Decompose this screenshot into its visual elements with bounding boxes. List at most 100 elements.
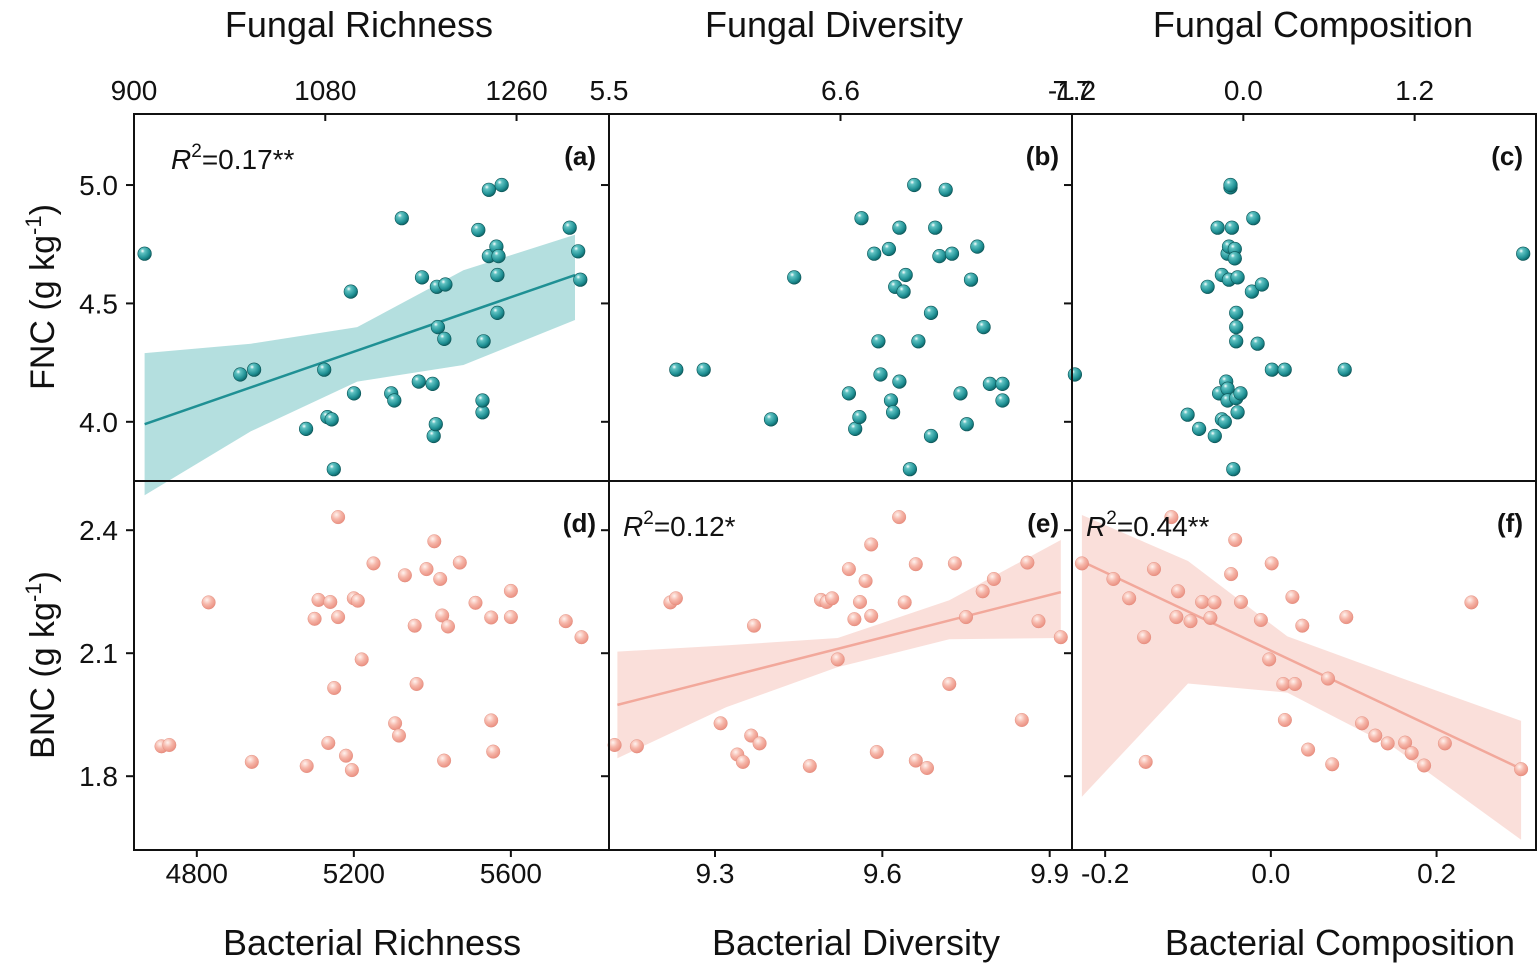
data-point (1191, 421, 1207, 437)
data-point (468, 595, 483, 610)
data-point (1339, 610, 1354, 625)
regression-line (617, 590, 1062, 707)
data-point (1146, 562, 1161, 577)
data-point (898, 267, 913, 283)
data-point (908, 557, 923, 572)
data-point (1224, 567, 1239, 582)
panel-frame (1071, 480, 1537, 851)
bottom-tick-label: 0.2 (1417, 858, 1456, 889)
r-squared-annotation: R2=0.17** (171, 141, 295, 175)
data-point (1380, 736, 1395, 751)
panel-label: (f) (1497, 508, 1523, 538)
data-point (1067, 367, 1082, 382)
data-point (1138, 754, 1153, 769)
data-point (959, 417, 974, 432)
bottom-tick-label: 0.0 (1251, 858, 1290, 889)
data-point (1233, 386, 1248, 401)
data-point (476, 334, 491, 349)
data-point (452, 555, 467, 570)
data-point (1437, 736, 1452, 751)
panel-frame (133, 480, 610, 851)
data-point (366, 556, 381, 571)
data-point (317, 362, 332, 377)
data-point (841, 562, 856, 577)
panel-frame (608, 113, 1073, 482)
data-point (1171, 584, 1186, 599)
data-point (426, 428, 441, 444)
data-point (475, 393, 490, 408)
top-tick-label: 900 (111, 75, 158, 106)
data-point (394, 211, 409, 226)
r-squared-annotation: R2=0.12* (623, 508, 736, 542)
data-point (491, 249, 506, 264)
data-point (1183, 614, 1198, 629)
data-point (963, 272, 979, 287)
data-point (871, 334, 886, 349)
regression-line (1081, 560, 1522, 770)
y-label-fnc-sup: -1 (21, 215, 46, 235)
data-point (1230, 270, 1245, 285)
data-point (484, 610, 499, 625)
data-point (802, 759, 817, 774)
data-point (883, 393, 899, 408)
data-point (892, 220, 907, 235)
data-point (896, 284, 911, 299)
data-point (911, 334, 926, 349)
data-point (1164, 510, 1179, 525)
top-tick-label: 7.7 (1053, 75, 1092, 106)
data-point (419, 562, 434, 577)
data-point (1516, 246, 1531, 261)
data-point (1020, 555, 1035, 570)
data-point (1207, 428, 1222, 444)
top-tick-label: -1.2 (1048, 75, 1096, 106)
data-point (441, 619, 456, 634)
bottom-tick-label: -0.2 (1081, 858, 1129, 889)
data-point (853, 595, 868, 610)
top-tick-label: 6.6 (821, 75, 860, 106)
y-label-fnc: FNC (g kg-1) (21, 204, 62, 390)
data-point (982, 376, 998, 392)
data-point (430, 320, 446, 335)
data-point (233, 367, 248, 382)
data-point (427, 534, 442, 549)
data-point (923, 305, 939, 321)
data-point (947, 556, 962, 571)
data-point (1053, 630, 1068, 645)
data-point (1253, 613, 1268, 628)
data-point (953, 386, 968, 401)
panels-layer: (a) R2=0.17** (b) (c) (d) (e) R2=0.12* (f) R2=0.… (79, 75, 1537, 889)
data-point (892, 510, 907, 525)
data-point (1217, 414, 1232, 429)
r-squared-annotation: R2=0.44** (1086, 508, 1210, 542)
panel-label: (d) (563, 508, 596, 538)
data-point (1354, 716, 1369, 731)
data-point (471, 222, 486, 238)
panel-label: (b) (1026, 141, 1059, 171)
data-point (137, 246, 152, 261)
data-point (1169, 610, 1184, 625)
data-point (696, 362, 711, 377)
data-point (299, 421, 314, 437)
data-point (1301, 742, 1316, 757)
data-point (494, 177, 509, 193)
data-point (1250, 336, 1265, 351)
data-point (324, 412, 339, 427)
y-tick-label: 4.0 (79, 407, 118, 438)
data-point (425, 376, 440, 392)
data-point (435, 608, 450, 623)
data-point (1122, 591, 1137, 606)
panel-e: (e) R2=0.12* (607, 480, 1073, 851)
bottom-tick-label: 9.9 (1030, 858, 1069, 889)
panel-f: (f) R2=0.44** (1071, 480, 1537, 851)
column-title-fungal-diversity: Fungal Diversity (705, 4, 963, 45)
y-tick-label: 5.0 (79, 170, 118, 201)
data-point (928, 220, 943, 235)
data-point (830, 652, 845, 667)
data-point (354, 652, 369, 667)
data-point (1233, 595, 1248, 610)
data-point (574, 630, 589, 645)
data-point (1264, 362, 1279, 377)
data-point (1254, 277, 1269, 292)
top-tick-label: 5.5 (590, 75, 629, 106)
data-point (864, 537, 879, 552)
